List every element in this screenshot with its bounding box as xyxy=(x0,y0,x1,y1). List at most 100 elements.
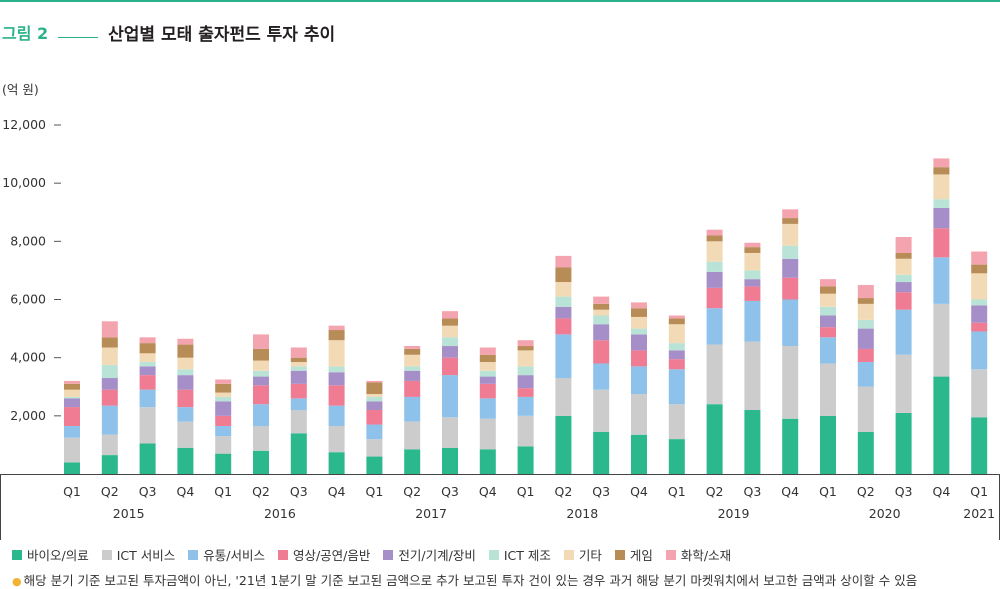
bar-segment-2 xyxy=(971,369,988,418)
legend-item: ICT 서비스 xyxy=(101,545,176,564)
legend-swatch xyxy=(488,549,499,560)
bar-segment-2 xyxy=(404,421,421,450)
bar-segment-7 xyxy=(631,316,647,329)
x-tick-label: Q1 xyxy=(819,484,837,499)
bar-segment-6 xyxy=(933,199,950,208)
bar-segment-8 xyxy=(933,167,950,175)
bar-segment-6 xyxy=(139,362,156,367)
bar-segment-1 xyxy=(290,433,307,474)
bar-segment-1 xyxy=(857,431,874,474)
bar-segment-3 xyxy=(290,398,307,411)
legend-item: 유통/서비스 xyxy=(188,545,265,564)
bar-segment-4 xyxy=(820,327,836,338)
bar-segment-4 xyxy=(895,292,912,310)
legend-label: ICT 서비스 xyxy=(116,548,176,563)
bar-segment-9 xyxy=(517,340,534,347)
x-tick-label: Q4 xyxy=(933,484,951,499)
bar-segment-8 xyxy=(290,357,307,363)
legend-label: ICT 제조 xyxy=(503,548,551,563)
figure-label: 그림 2 xyxy=(2,24,49,43)
y-tick-label: 6,000 xyxy=(10,292,46,307)
y-tick-label: 12,000 xyxy=(2,117,46,132)
bar-segment-7 xyxy=(744,252,761,271)
bar-segment-9 xyxy=(215,379,232,384)
bar-segment-2 xyxy=(555,378,572,416)
figure-header: 그림 2 산업별 모태 출자펀드 투자 추이 xyxy=(0,20,336,45)
bar-segment-8 xyxy=(631,308,647,317)
x-tick-label: Q3 xyxy=(290,484,308,499)
x-tick-label: Q1 xyxy=(63,484,81,499)
x-tick-label: Q3 xyxy=(895,484,913,499)
bar-segment-8 xyxy=(744,247,761,253)
x-tick-label: Q2 xyxy=(403,484,421,499)
bar-segment-9 xyxy=(253,334,269,349)
bar-segment-9 xyxy=(479,347,496,355)
x-tick-label: Q3 xyxy=(441,484,459,499)
bar-segment-4 xyxy=(971,322,988,332)
bar-segment-3 xyxy=(668,369,685,405)
bar-segment-7 xyxy=(706,241,723,262)
bar-segment-2 xyxy=(290,410,307,434)
bar-segment-5 xyxy=(517,375,534,389)
bar-segment-7 xyxy=(177,357,194,370)
bar-segment-8 xyxy=(971,264,988,274)
bar-segment-2 xyxy=(253,426,269,451)
bar-segment-6 xyxy=(290,366,307,371)
bar-segment-9 xyxy=(668,315,685,319)
bar-segment-1 xyxy=(820,415,836,474)
x-tick-label: Q1 xyxy=(366,484,384,499)
legend-swatch xyxy=(383,549,394,560)
bar-segment-1 xyxy=(442,447,458,474)
bar-segment-8 xyxy=(555,267,572,283)
bar-segment-8 xyxy=(64,383,80,390)
legend-item: 게임 xyxy=(614,545,653,564)
bar-segment-1 xyxy=(517,446,534,474)
x-tick-label: Q2 xyxy=(857,484,875,499)
bar-segment-5 xyxy=(744,279,761,287)
bar-segment-7 xyxy=(442,325,458,338)
bar-segment-9 xyxy=(101,321,118,338)
bar-segment-2 xyxy=(139,407,156,444)
bar-segment-6 xyxy=(820,306,836,316)
bar-segment-7 xyxy=(517,350,534,367)
x-tick-label: Q4 xyxy=(781,484,799,499)
bar-segment-9 xyxy=(744,242,761,248)
bar-segment-4 xyxy=(479,383,496,399)
bar-segment-4 xyxy=(253,385,269,405)
bar-segment-9 xyxy=(404,346,421,349)
bar-segment-6 xyxy=(782,245,799,259)
x-tick-label: Q3 xyxy=(744,484,762,499)
bar-segment-5 xyxy=(328,372,345,386)
bar-segment-4 xyxy=(215,415,232,427)
bar-segment-9 xyxy=(971,251,988,265)
x-tick-label: Q4 xyxy=(479,484,497,499)
bar-segment-2 xyxy=(820,363,836,416)
bar-segment-6 xyxy=(404,366,421,371)
bar-segment-4 xyxy=(366,410,383,425)
bar-segment-3 xyxy=(328,405,345,427)
bar-segment-7 xyxy=(215,392,232,397)
bar-segment-3 xyxy=(933,257,950,304)
bar-segment-7 xyxy=(366,394,383,397)
legend-label: 전기/기계/장비 xyxy=(398,548,476,563)
bar-segment-8 xyxy=(328,330,345,341)
bar-segment-8 xyxy=(706,235,723,242)
year-label: 2016 xyxy=(264,506,296,521)
bar-segment-7 xyxy=(253,360,269,371)
bar-segment-3 xyxy=(971,331,988,370)
bar-segment-5 xyxy=(64,398,80,408)
legend-swatch xyxy=(101,549,112,560)
bar-segment-4 xyxy=(706,287,723,309)
chart-title: 산업별 모태 출자펀드 투자 추이 xyxy=(108,24,336,45)
bar-segment-1 xyxy=(215,453,232,474)
bar-segment-6 xyxy=(479,370,496,377)
bar-segment-8 xyxy=(857,298,874,304)
x-tick-label: Q4 xyxy=(177,484,195,499)
bar-segment-3 xyxy=(177,407,194,422)
bar-segment-6 xyxy=(744,270,761,280)
bar-segment-3 xyxy=(517,396,534,416)
bar-segment-7 xyxy=(593,309,610,316)
bar-segment-5 xyxy=(933,207,950,229)
legend-swatch xyxy=(188,549,199,560)
bar-segment-1 xyxy=(933,376,950,474)
